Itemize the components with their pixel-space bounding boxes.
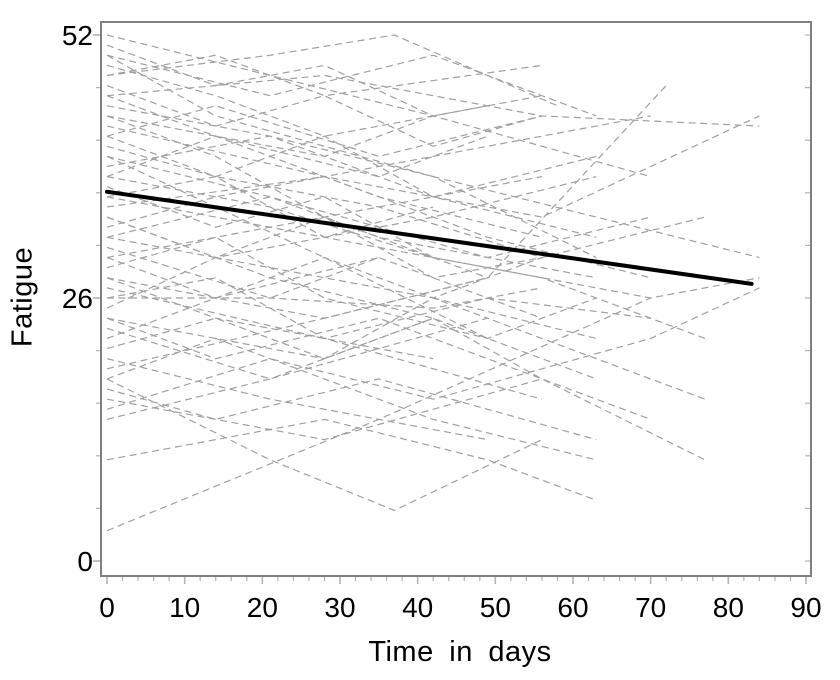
subject-line (106, 85, 543, 147)
subject-line (106, 54, 597, 259)
subject-line (106, 176, 543, 259)
x-axis-title: Time in days (368, 636, 552, 668)
subject-line (106, 317, 706, 400)
x-tick-label: 70 (635, 592, 666, 623)
trajectories-group (105, 34, 760, 532)
x-tick-label: 50 (480, 592, 511, 623)
subject-line (106, 297, 597, 360)
subject-line (106, 176, 760, 299)
x-tick-label: 20 (247, 592, 278, 623)
subject-line (106, 287, 543, 400)
subject-line (106, 236, 597, 340)
subject-line (106, 175, 434, 238)
trend-line (105, 189, 754, 286)
subject-line (106, 34, 558, 107)
subject-line (106, 277, 488, 370)
y-axis-title: Fatigue (6, 246, 39, 348)
subject-line (106, 135, 597, 238)
subject-line (106, 95, 488, 178)
subject-line (106, 317, 434, 420)
y-tick-label: 0 (77, 546, 93, 577)
x-tick-label: 80 (713, 592, 744, 623)
subject-line (106, 74, 760, 127)
x-tick-label: 10 (169, 592, 200, 623)
subject-line (106, 155, 651, 259)
subject-line (106, 246, 543, 319)
subject-line (106, 297, 651, 532)
subject-line (106, 105, 543, 158)
x-tick-label: 0 (99, 592, 115, 623)
subject-line (106, 135, 543, 238)
subject-line (106, 216, 543, 279)
subject-line (106, 64, 488, 137)
subject-line (106, 54, 597, 117)
subject-line (106, 54, 543, 97)
subject-line (106, 337, 597, 461)
subject-line (106, 287, 760, 410)
subject-line (106, 115, 651, 178)
subject-line (106, 135, 597, 198)
plot-frame (100, 21, 812, 577)
subject-line (106, 256, 488, 319)
subject-line (106, 196, 597, 279)
x-tick-label: 60 (557, 592, 588, 623)
y-tick-label: 52 (62, 20, 93, 51)
subject-line (106, 216, 543, 299)
subject-line (106, 358, 488, 441)
x-tick-label: 40 (402, 592, 433, 623)
subject-line (106, 115, 488, 279)
subject-line (107, 287, 543, 309)
subject-line (106, 418, 597, 501)
subject-line (106, 317, 543, 380)
subject-line (106, 145, 706, 259)
y-tick-label: 26 (62, 283, 93, 314)
subject-line (106, 34, 434, 117)
subject-line (106, 85, 667, 319)
subject-line (106, 378, 706, 461)
subject-line (106, 44, 543, 117)
subject-line (106, 378, 597, 441)
x-tick-label: 30 (324, 592, 355, 623)
subject-line (106, 196, 706, 340)
x-tick-label: 90 (790, 592, 821, 623)
subject-line (106, 378, 543, 512)
subject-line (106, 317, 651, 420)
subject-line (106, 105, 760, 259)
